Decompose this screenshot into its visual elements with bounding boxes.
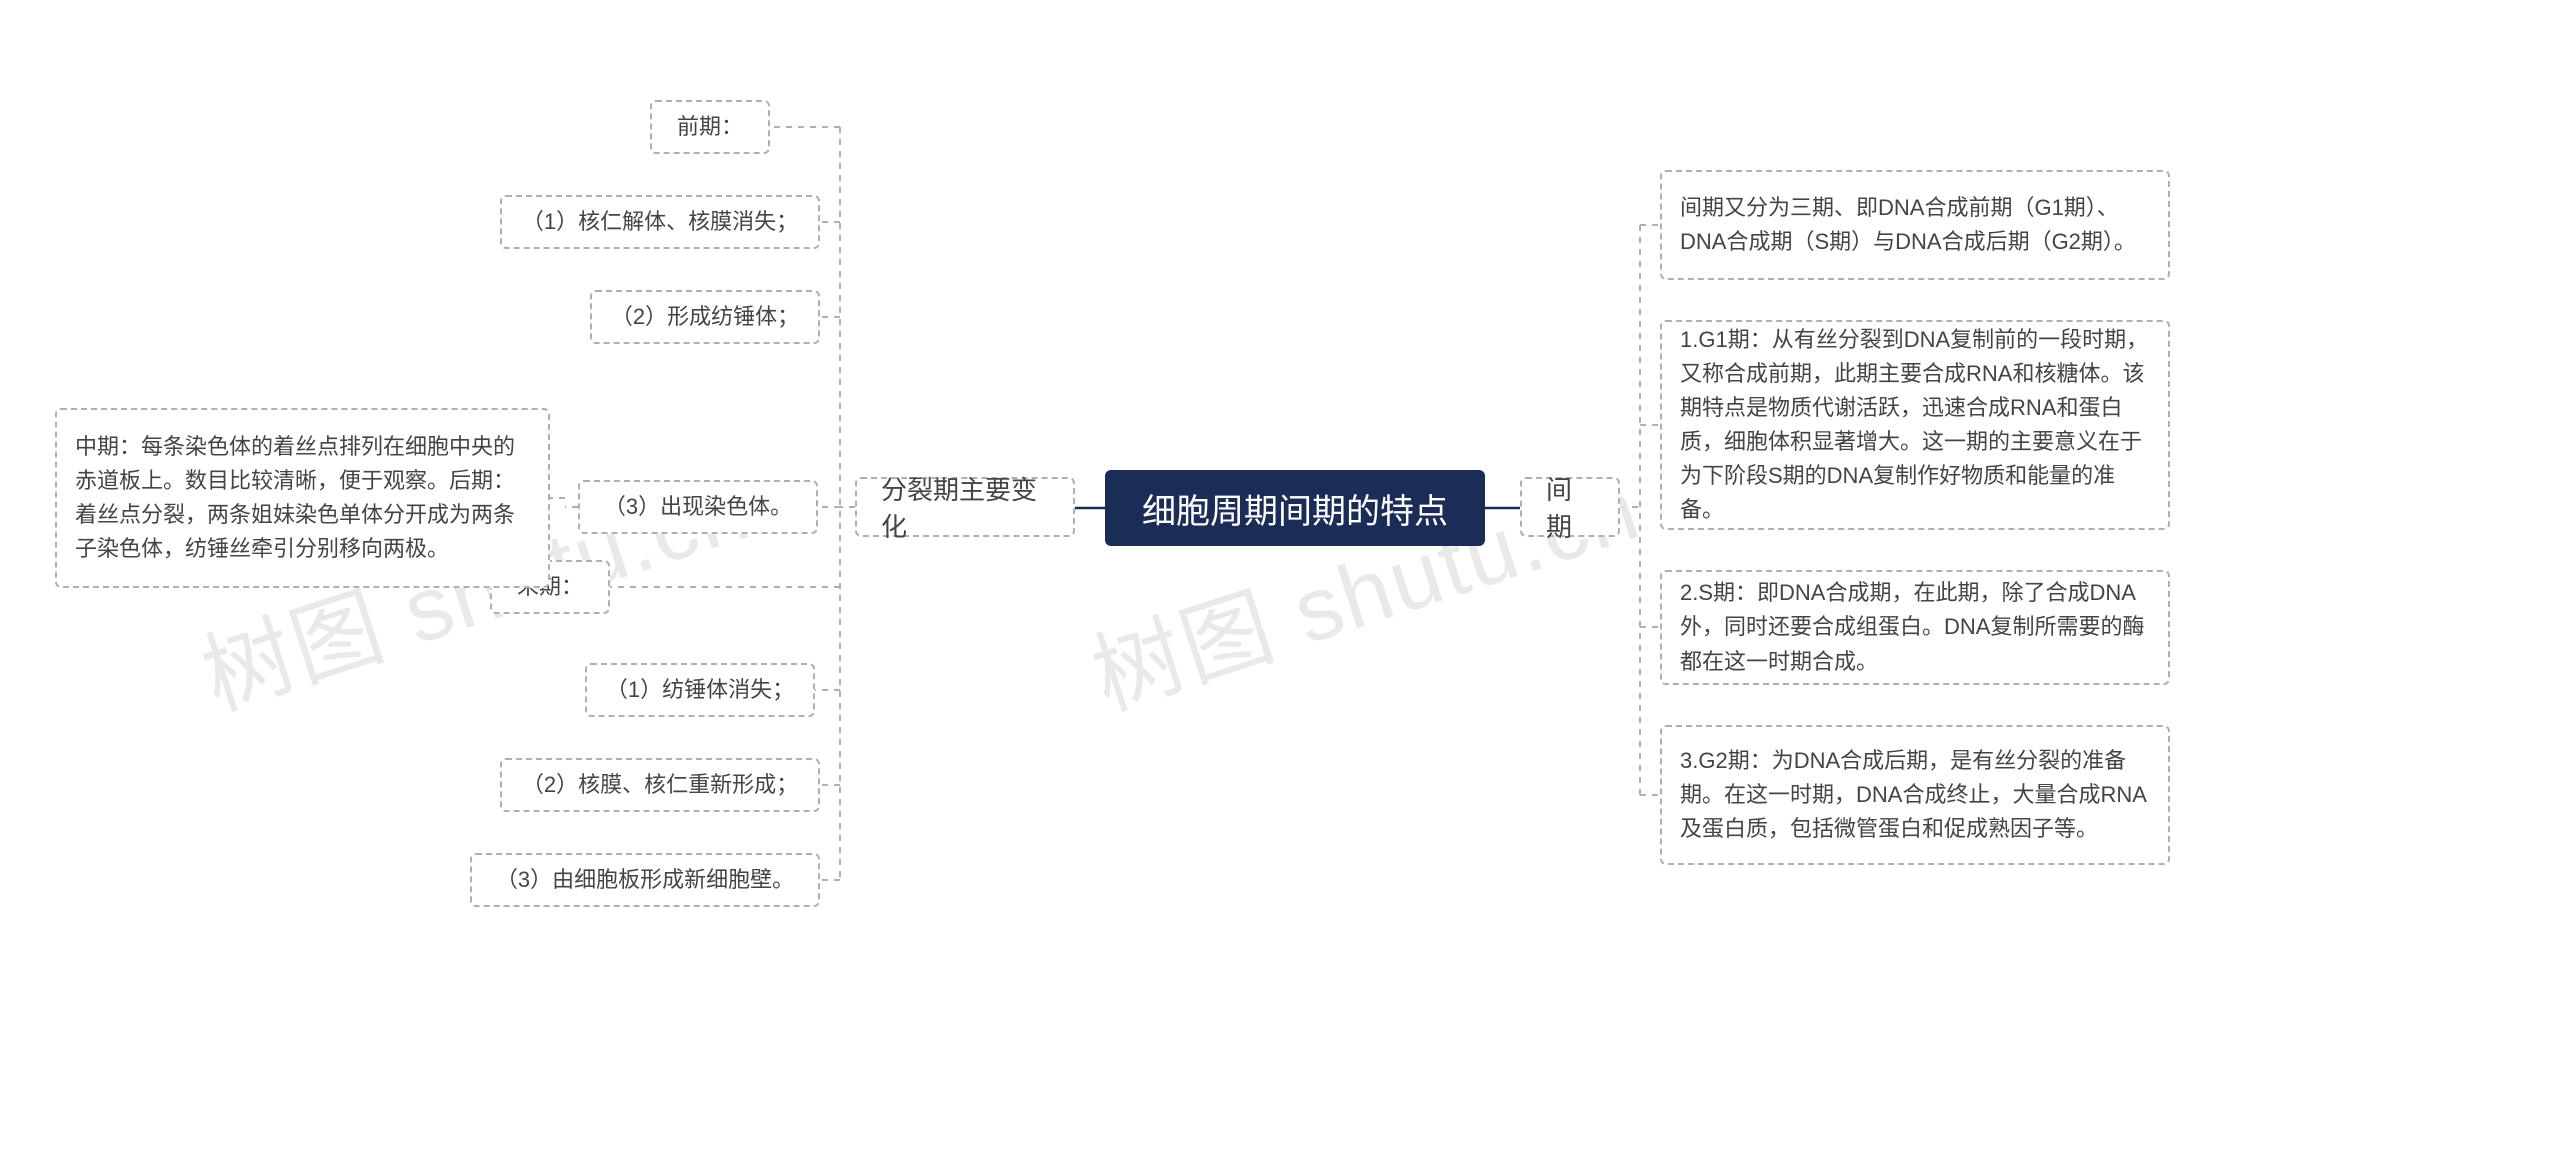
branch-left: 分裂期主要变化 — [855, 477, 1075, 537]
leaf-l6: （1）纺锤体消失； — [585, 663, 815, 717]
leaf-l2-text: （1）核仁解体、核膜消失； — [522, 205, 798, 239]
leaf-r4: 3.G2期：为DNA合成后期，是有丝分裂的准备期。在这一时期，DNA合成终止，大… — [1660, 725, 2170, 865]
leaf-l3: （2）形成纺锤体； — [590, 290, 820, 344]
leaf-l7-text: （2）核膜、核仁重新形成； — [522, 768, 798, 802]
leaf-l4-text: （3）出现染色体。 — [604, 490, 792, 524]
leaf-r1-text: 间期又分为三期、即DNA合成前期（G1期）、DNA合成期（S期）与DNA合成后期… — [1680, 191, 2150, 259]
leaf-r1: 间期又分为三期、即DNA合成前期（G1期）、DNA合成期（S期）与DNA合成后期… — [1660, 170, 2170, 280]
leaf-l4: （3）出现染色体。 — [578, 480, 818, 534]
leaf-l6-text: （1）纺锤体消失； — [606, 673, 794, 707]
leaf-l1-text: 前期： — [677, 110, 743, 144]
root-node: 细胞周期间期的特点 — [1105, 470, 1485, 546]
leaf-l2: （1）核仁解体、核膜消失； — [500, 195, 820, 249]
leaf-l8: （3）由细胞板形成新细胞壁。 — [470, 853, 820, 907]
leaf-r3: 2.S期：即DNA合成期，在此期，除了合成DNA外，同时还要合成组蛋白。DNA复… — [1660, 570, 2170, 685]
leaf-l1: 前期： — [650, 100, 770, 154]
leaf-r3-text: 2.S期：即DNA合成期，在此期，除了合成DNA外，同时还要合成组蛋白。DNA复… — [1680, 576, 2150, 678]
leaf-r2: 1.G1期：从有丝分裂到DNA复制前的一段时期，又称合成前期，此期主要合成RNA… — [1660, 320, 2170, 530]
leaf-detail-text: 中期：每条染色体的着丝点排列在细胞中央的赤道板上。数目比较清晰，便于观察。后期：… — [75, 430, 530, 566]
branch-left-label: 分裂期主要变化 — [881, 470, 1049, 544]
branch-right: 间期 — [1520, 477, 1620, 537]
root-label: 细胞周期间期的特点 — [1142, 484, 1448, 533]
leaf-r4-text: 3.G2期：为DNA合成后期，是有丝分裂的准备期。在这一时期，DNA合成终止，大… — [1680, 744, 2150, 846]
leaf-l8-text: （3）由细胞板形成新细胞壁。 — [496, 863, 794, 897]
leaf-r2-text: 1.G1期：从有丝分裂到DNA复制前的一段时期，又称合成前期，此期主要合成RNA… — [1680, 323, 2150, 528]
leaf-l3-text: （2）形成纺锤体； — [611, 300, 799, 334]
leaf-l7: （2）核膜、核仁重新形成； — [500, 758, 820, 812]
branch-right-label: 间期 — [1546, 470, 1594, 544]
leaf-detail: 中期：每条染色体的着丝点排列在细胞中央的赤道板上。数目比较清晰，便于观察。后期：… — [55, 408, 550, 588]
